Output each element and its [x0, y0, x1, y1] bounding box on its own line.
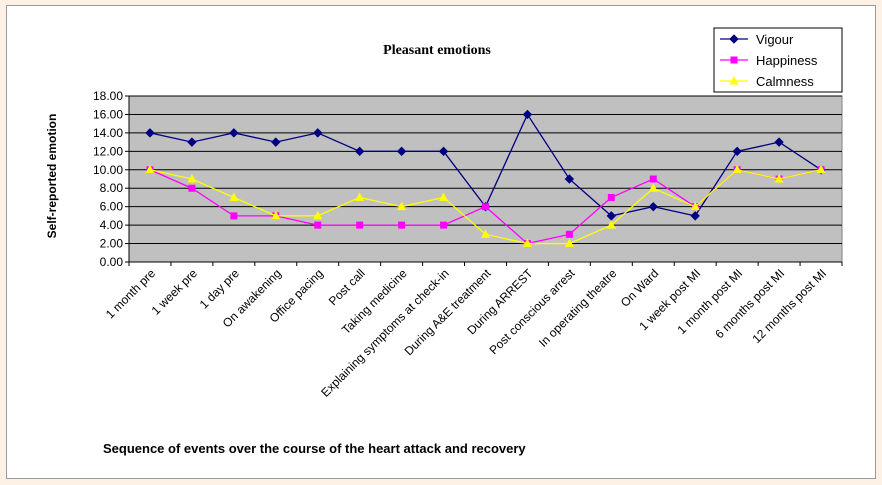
data-point: [439, 192, 449, 201]
y-tick-label: 2.00: [100, 237, 124, 251]
x-tick-label: 12 months post MI: [749, 266, 829, 346]
y-axis-ticks: 0.00 2.00 4.00 6.00 8.00 10.00 12.00 14.00 16.00…: [93, 89, 842, 269]
data-point: [145, 128, 155, 138]
data-point: [774, 174, 784, 183]
chart-title: Pleasant emotions: [383, 43, 491, 58]
x-tick-label: On Ward: [618, 266, 662, 310]
line-chart: Pleasant emotions 0.00 2.00 4.00 6.00 8.00 10…: [45, 27, 843, 456]
legend-item-vigour: Vigour: [720, 32, 794, 47]
data-point: [649, 175, 657, 183]
data-point: [398, 221, 406, 229]
data-point: [730, 56, 738, 64]
legend-label: Calmness: [756, 74, 814, 89]
x-axis-label: Sequence of events over the course of th…: [103, 441, 526, 456]
data-point: [440, 221, 448, 229]
x-tick-label: Post call: [326, 266, 368, 308]
data-point: [522, 238, 532, 248]
data-point: [729, 34, 739, 44]
data-point: [187, 137, 197, 147]
data-point: [564, 174, 575, 184]
y-tick-label: 0.00: [100, 255, 124, 269]
data-point: [648, 201, 658, 212]
data-point: [648, 183, 658, 192]
data-point: [481, 229, 490, 238]
y-tick-label: 14.00: [93, 126, 123, 140]
data-point: [313, 128, 323, 138]
y-tick-label: 8.00: [100, 181, 124, 195]
data-point: [774, 137, 784, 147]
legend: Vigour Happiness Calmness: [713, 27, 843, 93]
series-calmness: [145, 164, 826, 248]
data-point: [729, 76, 739, 85]
data-point: [355, 192, 365, 201]
y-tick-label: 18.00: [93, 89, 123, 103]
data-point: [732, 146, 742, 157]
data-point: [606, 211, 617, 221]
legend-label: Vigour: [756, 32, 794, 47]
data-point: [438, 146, 449, 157]
data-point: [522, 109, 533, 120]
data-point: [271, 137, 281, 147]
chart-frame: Pleasant emotions 0.00 2.00 4.00 6.00 8.00 10…: [6, 5, 876, 479]
y-axis-label: Self-reported emotion: [45, 114, 59, 239]
y-tick-label: 12.00: [93, 144, 123, 158]
legend-label: Happiness: [756, 53, 818, 68]
data-point: [271, 210, 281, 220]
data-point: [230, 212, 238, 220]
x-tick-label: In operating theatre: [536, 266, 620, 350]
data-point: [354, 146, 365, 157]
data-point: [229, 192, 239, 201]
x-tick-label: 1 month pre: [103, 266, 158, 321]
x-tick-label: 1 week pre: [149, 266, 201, 318]
data-point: [690, 201, 700, 211]
data-point: [188, 184, 196, 192]
y-tick-label: 4.00: [100, 218, 124, 232]
legend-item-happiness: Happiness: [720, 53, 818, 68]
data-point: [145, 164, 155, 174]
y-tick-label: 6.00: [100, 200, 124, 214]
data-point: [482, 203, 489, 211]
data-point: [356, 221, 364, 229]
data-point: [690, 211, 700, 221]
data-point: [313, 210, 323, 220]
y-tick-label: 16.00: [93, 107, 123, 121]
legend-item-calmness: Calmness: [720, 74, 814, 89]
data-point: [565, 230, 573, 238]
data-point: [397, 201, 407, 211]
data-point: [816, 164, 826, 174]
data-point: [314, 221, 322, 229]
series-group: [145, 109, 826, 248]
data-point: [732, 164, 742, 174]
y-tick-label: 10.00: [93, 163, 123, 177]
data-point: [607, 193, 615, 201]
data-point: [396, 146, 407, 157]
data-point: [187, 174, 197, 183]
data-point: [229, 128, 239, 138]
data-point: [606, 220, 616, 229]
data-point: [564, 238, 574, 248]
